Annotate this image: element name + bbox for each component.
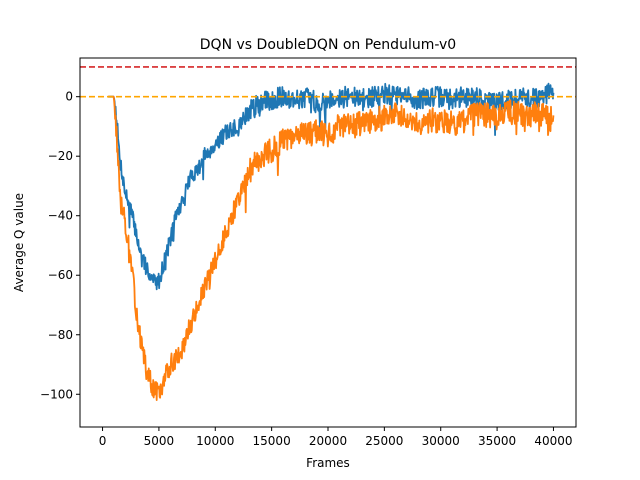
series-line-doubledqn (107, 95, 555, 402)
x-tick-label: 30000 (422, 434, 460, 448)
y-tick-label: 0 (65, 90, 73, 104)
x-tick-label: 20000 (309, 434, 347, 448)
y-tick-label: −100 (40, 387, 73, 401)
x-tick-label: 10000 (196, 434, 234, 448)
series-layer (107, 82, 555, 402)
y-axis-label: Average Q value (12, 193, 26, 292)
x-tick-label: 40000 (534, 434, 572, 448)
chart-title: DQN vs DoubleDQN on Pendulum-v0 (200, 37, 456, 53)
x-tick-label: 5000 (144, 434, 175, 448)
x-tick-label: 25000 (365, 434, 403, 448)
y-tick-label: −20 (48, 149, 73, 163)
x-axis-label: Frames (306, 456, 350, 470)
y-tick-label: −40 (48, 209, 73, 223)
y-tick-label: −60 (48, 268, 73, 282)
y-axis: 0 −20 −40 −60 −80 −100 (40, 90, 80, 401)
x-axis: 0 5000 10000 15000 20000 25000 30000 35000 40000 (99, 427, 573, 448)
series-line-dqn (107, 82, 555, 291)
x-tick-label: 15000 (253, 434, 291, 448)
x-tick-label: 0 (99, 434, 107, 448)
x-tick-label: 35000 (478, 434, 516, 448)
reference-lines (80, 66, 576, 98)
y-tick-label: −80 (48, 328, 73, 342)
